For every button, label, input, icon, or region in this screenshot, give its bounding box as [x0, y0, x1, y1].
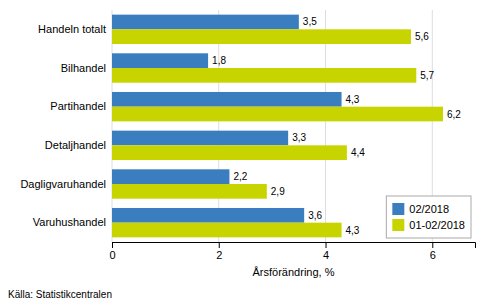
- data-label: 3,3: [292, 132, 306, 143]
- data-label: 6,2: [447, 109, 461, 120]
- data-label: 4,3: [346, 225, 360, 236]
- y-tick-label: Varuhushandel: [33, 216, 106, 228]
- bar: [112, 208, 304, 223]
- y-axis: Varuhushandel Dagligvaruhandel Detaljhande…: [20, 23, 112, 228]
- grid: [112, 10, 432, 242]
- bar: [112, 223, 342, 238]
- y-tick-label: Detaljhandel: [45, 139, 106, 151]
- data-label: 4,4: [351, 147, 365, 158]
- chart: 3,6 2,2 3,3 4,3 1,8 3,5 4,3 2,9 4,4 6,2 5,7 5,6 0 2 4 6…: [0, 0, 493, 304]
- plot: 3,6 2,2 3,3 4,3 1,8 3,5 4,3 2,9 4,4 6,2 5,7 5,6 0 2 4 6…: [20, 10, 475, 278]
- y-tick: Handeln totalt: [38, 23, 112, 35]
- x-tick: 4: [323, 242, 329, 261]
- bar: [112, 29, 411, 44]
- y-tick: Partihandel: [50, 100, 112, 112]
- y-tick: Dagligvaruhandel: [20, 178, 112, 190]
- x-axis: 0 2 4 6: [109, 242, 475, 261]
- data-label: 3,6: [308, 210, 322, 221]
- bar: [112, 68, 416, 83]
- x-tick-label: 4: [323, 249, 329, 261]
- x-tick-label: 6: [430, 249, 436, 261]
- legend-label: 01-02/2018: [409, 219, 465, 231]
- x-axis-line: [113, 243, 476, 249]
- bar: [112, 145, 347, 160]
- grid-line: [112, 10, 113, 242]
- data-label: 2,2: [233, 171, 247, 182]
- y-tick-label: Partihandel: [50, 100, 106, 112]
- data-label: 5,6: [415, 31, 429, 42]
- x-tick-mark: [219, 242, 220, 248]
- y-tick-label: Handeln totalt: [38, 23, 106, 35]
- bar: [112, 92, 342, 107]
- x-tick: 6: [430, 242, 436, 261]
- x-tick: 0: [109, 242, 115, 261]
- legend-item: 01-02/2018: [392, 219, 465, 231]
- bar: [112, 184, 267, 199]
- x-axis-title: Årsförändring, %: [253, 266, 335, 278]
- data-label: 3,5: [303, 16, 317, 27]
- x-tick-label: 2: [216, 249, 222, 261]
- data-label: 1,8: [212, 55, 226, 66]
- legend: 02/2018 01-02/2018: [386, 196, 471, 238]
- grid-line: [218, 10, 219, 242]
- legend-frame: [386, 196, 471, 238]
- data-label: 4,3: [346, 94, 360, 105]
- bar-series: [112, 29, 443, 237]
- data-label: 2,9: [271, 186, 285, 197]
- data-labels: 3,6 2,2 3,3 4,3 1,8 3,5 4,3 2,9 4,4 6,2 5,7 5,6: [212, 16, 461, 235]
- bar: [112, 169, 229, 184]
- bar: [112, 53, 208, 68]
- x-tick-mark: [112, 242, 113, 248]
- bar: [112, 15, 299, 30]
- y-tick: Detaljhandel: [45, 139, 112, 151]
- annotation: Källa: Statistikcentralen: [8, 289, 112, 300]
- x-tick: 2: [216, 242, 222, 261]
- legend-swatch: [392, 219, 404, 231]
- data-label: 5,7: [420, 70, 434, 81]
- legend-label: 02/2018: [409, 203, 449, 215]
- bars: [112, 15, 443, 238]
- y-tick-label: Dagligvaruhandel: [20, 178, 106, 190]
- bar: [112, 107, 443, 122]
- x-tick-label: 0: [109, 249, 115, 261]
- x-tick-mark: [432, 242, 433, 248]
- bar: [112, 131, 288, 146]
- y-tick: Bilhandel: [61, 62, 112, 74]
- y-tick-label: Bilhandel: [61, 62, 106, 74]
- legend-swatch: [392, 203, 404, 215]
- x-tick-mark: [326, 242, 327, 248]
- y-tick: Varuhushandel: [33, 216, 112, 228]
- grid-line: [325, 10, 326, 242]
- legend-item: 02/2018: [392, 203, 449, 215]
